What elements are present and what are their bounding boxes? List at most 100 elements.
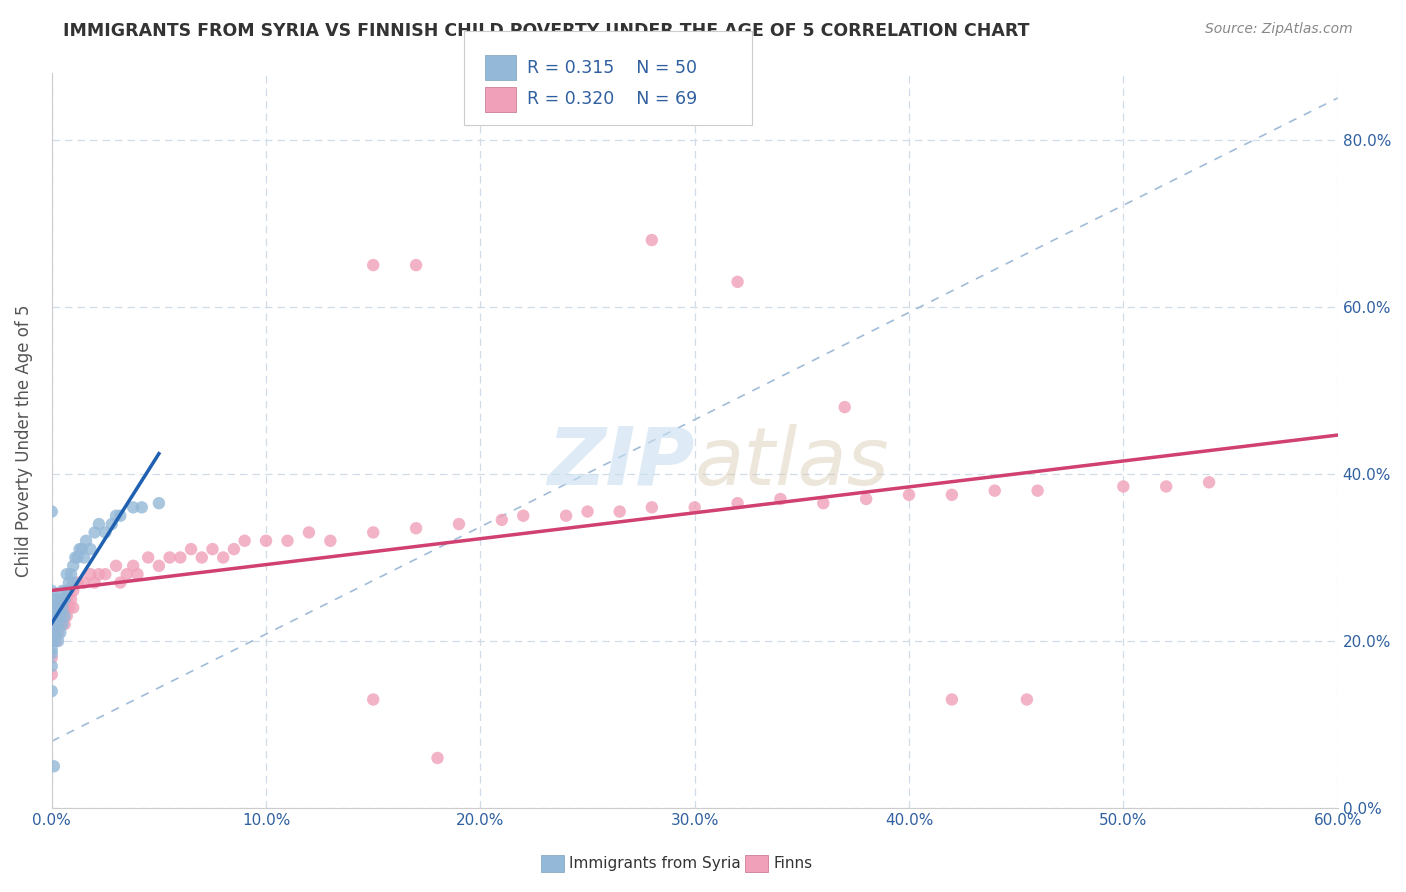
Point — [58, 600, 80, 615]
Point — [105, 508, 128, 523]
Point — [941, 488, 963, 502]
Point — [122, 558, 145, 573]
Text: atlas: atlas — [695, 424, 890, 501]
Point — [159, 550, 181, 565]
Point — [41, 592, 63, 607]
Text: R = 0.320    N = 69: R = 0.320 N = 69 — [527, 90, 697, 108]
Point — [41, 609, 63, 624]
Point — [41, 622, 63, 636]
Point — [115, 567, 138, 582]
Point — [87, 517, 110, 532]
Point — [58, 575, 80, 590]
Point — [855, 491, 877, 506]
Point — [148, 496, 170, 510]
Point — [49, 592, 72, 607]
Point — [222, 542, 245, 557]
Point — [110, 575, 132, 590]
Point — [180, 542, 202, 557]
Point — [79, 567, 101, 582]
Point — [42, 617, 65, 632]
Point — [405, 521, 427, 535]
Point — [66, 575, 89, 590]
Point — [1154, 479, 1177, 493]
Point — [87, 567, 110, 582]
Point — [41, 634, 63, 648]
Point — [136, 550, 159, 565]
Point — [42, 759, 65, 773]
Point — [42, 625, 65, 640]
Point — [41, 659, 63, 673]
Point — [361, 258, 384, 272]
Point — [65, 550, 87, 565]
Point — [42, 634, 65, 648]
Point — [55, 592, 77, 607]
Point — [41, 583, 63, 598]
Point — [813, 496, 835, 510]
Point — [41, 650, 63, 665]
Point — [1026, 483, 1049, 498]
Point — [45, 617, 67, 632]
Point — [1015, 692, 1038, 706]
Point — [41, 647, 63, 661]
Point — [1112, 479, 1135, 493]
Point — [58, 583, 80, 598]
Text: R = 0.315    N = 50: R = 0.315 N = 50 — [527, 59, 697, 77]
Point — [55, 583, 77, 598]
Point — [298, 525, 321, 540]
Point — [41, 642, 63, 657]
Point — [51, 600, 73, 615]
Point — [60, 592, 83, 607]
Point — [49, 625, 72, 640]
Point — [45, 592, 67, 607]
Point — [75, 533, 97, 548]
Point — [41, 600, 63, 615]
Point — [49, 617, 72, 632]
Text: IMMIGRANTS FROM SYRIA VS FINNISH CHILD POVERTY UNDER THE AGE OF 5 CORRELATION CH: IMMIGRANTS FROM SYRIA VS FINNISH CHILD P… — [63, 22, 1029, 40]
Point — [41, 617, 63, 632]
Point — [641, 233, 664, 247]
Point — [576, 504, 599, 518]
Point — [41, 684, 63, 698]
Point — [769, 491, 792, 506]
Point — [45, 634, 67, 648]
Point — [60, 567, 83, 582]
Point — [41, 617, 63, 632]
Point — [447, 517, 470, 532]
Point — [51, 609, 73, 624]
Point — [727, 496, 749, 510]
Point — [405, 258, 427, 272]
Point — [55, 567, 77, 582]
Point — [45, 625, 67, 640]
Point — [233, 533, 256, 548]
Y-axis label: Child Poverty Under the Age of 5: Child Poverty Under the Age of 5 — [15, 304, 32, 577]
Point — [42, 609, 65, 624]
Point — [941, 692, 963, 706]
Point — [41, 625, 63, 640]
Point — [55, 609, 77, 624]
Point — [41, 504, 63, 518]
Text: Immigrants from Syria: Immigrants from Syria — [569, 856, 741, 871]
Point — [46, 634, 69, 648]
Point — [41, 667, 63, 681]
Point — [105, 558, 128, 573]
Point — [46, 600, 69, 615]
Point — [49, 600, 72, 615]
Point — [79, 542, 101, 557]
Point — [148, 558, 170, 573]
Point — [53, 600, 76, 615]
Point — [41, 634, 63, 648]
Point — [45, 609, 67, 624]
Point — [62, 558, 84, 573]
Point — [53, 592, 76, 607]
Point — [169, 550, 191, 565]
Point — [49, 609, 72, 624]
Point — [62, 575, 84, 590]
Point — [73, 550, 96, 565]
Point — [69, 542, 91, 557]
Point — [83, 575, 105, 590]
Point — [53, 617, 76, 632]
Point — [361, 692, 384, 706]
Point — [834, 400, 856, 414]
Point — [83, 525, 105, 540]
Point — [1198, 475, 1220, 490]
